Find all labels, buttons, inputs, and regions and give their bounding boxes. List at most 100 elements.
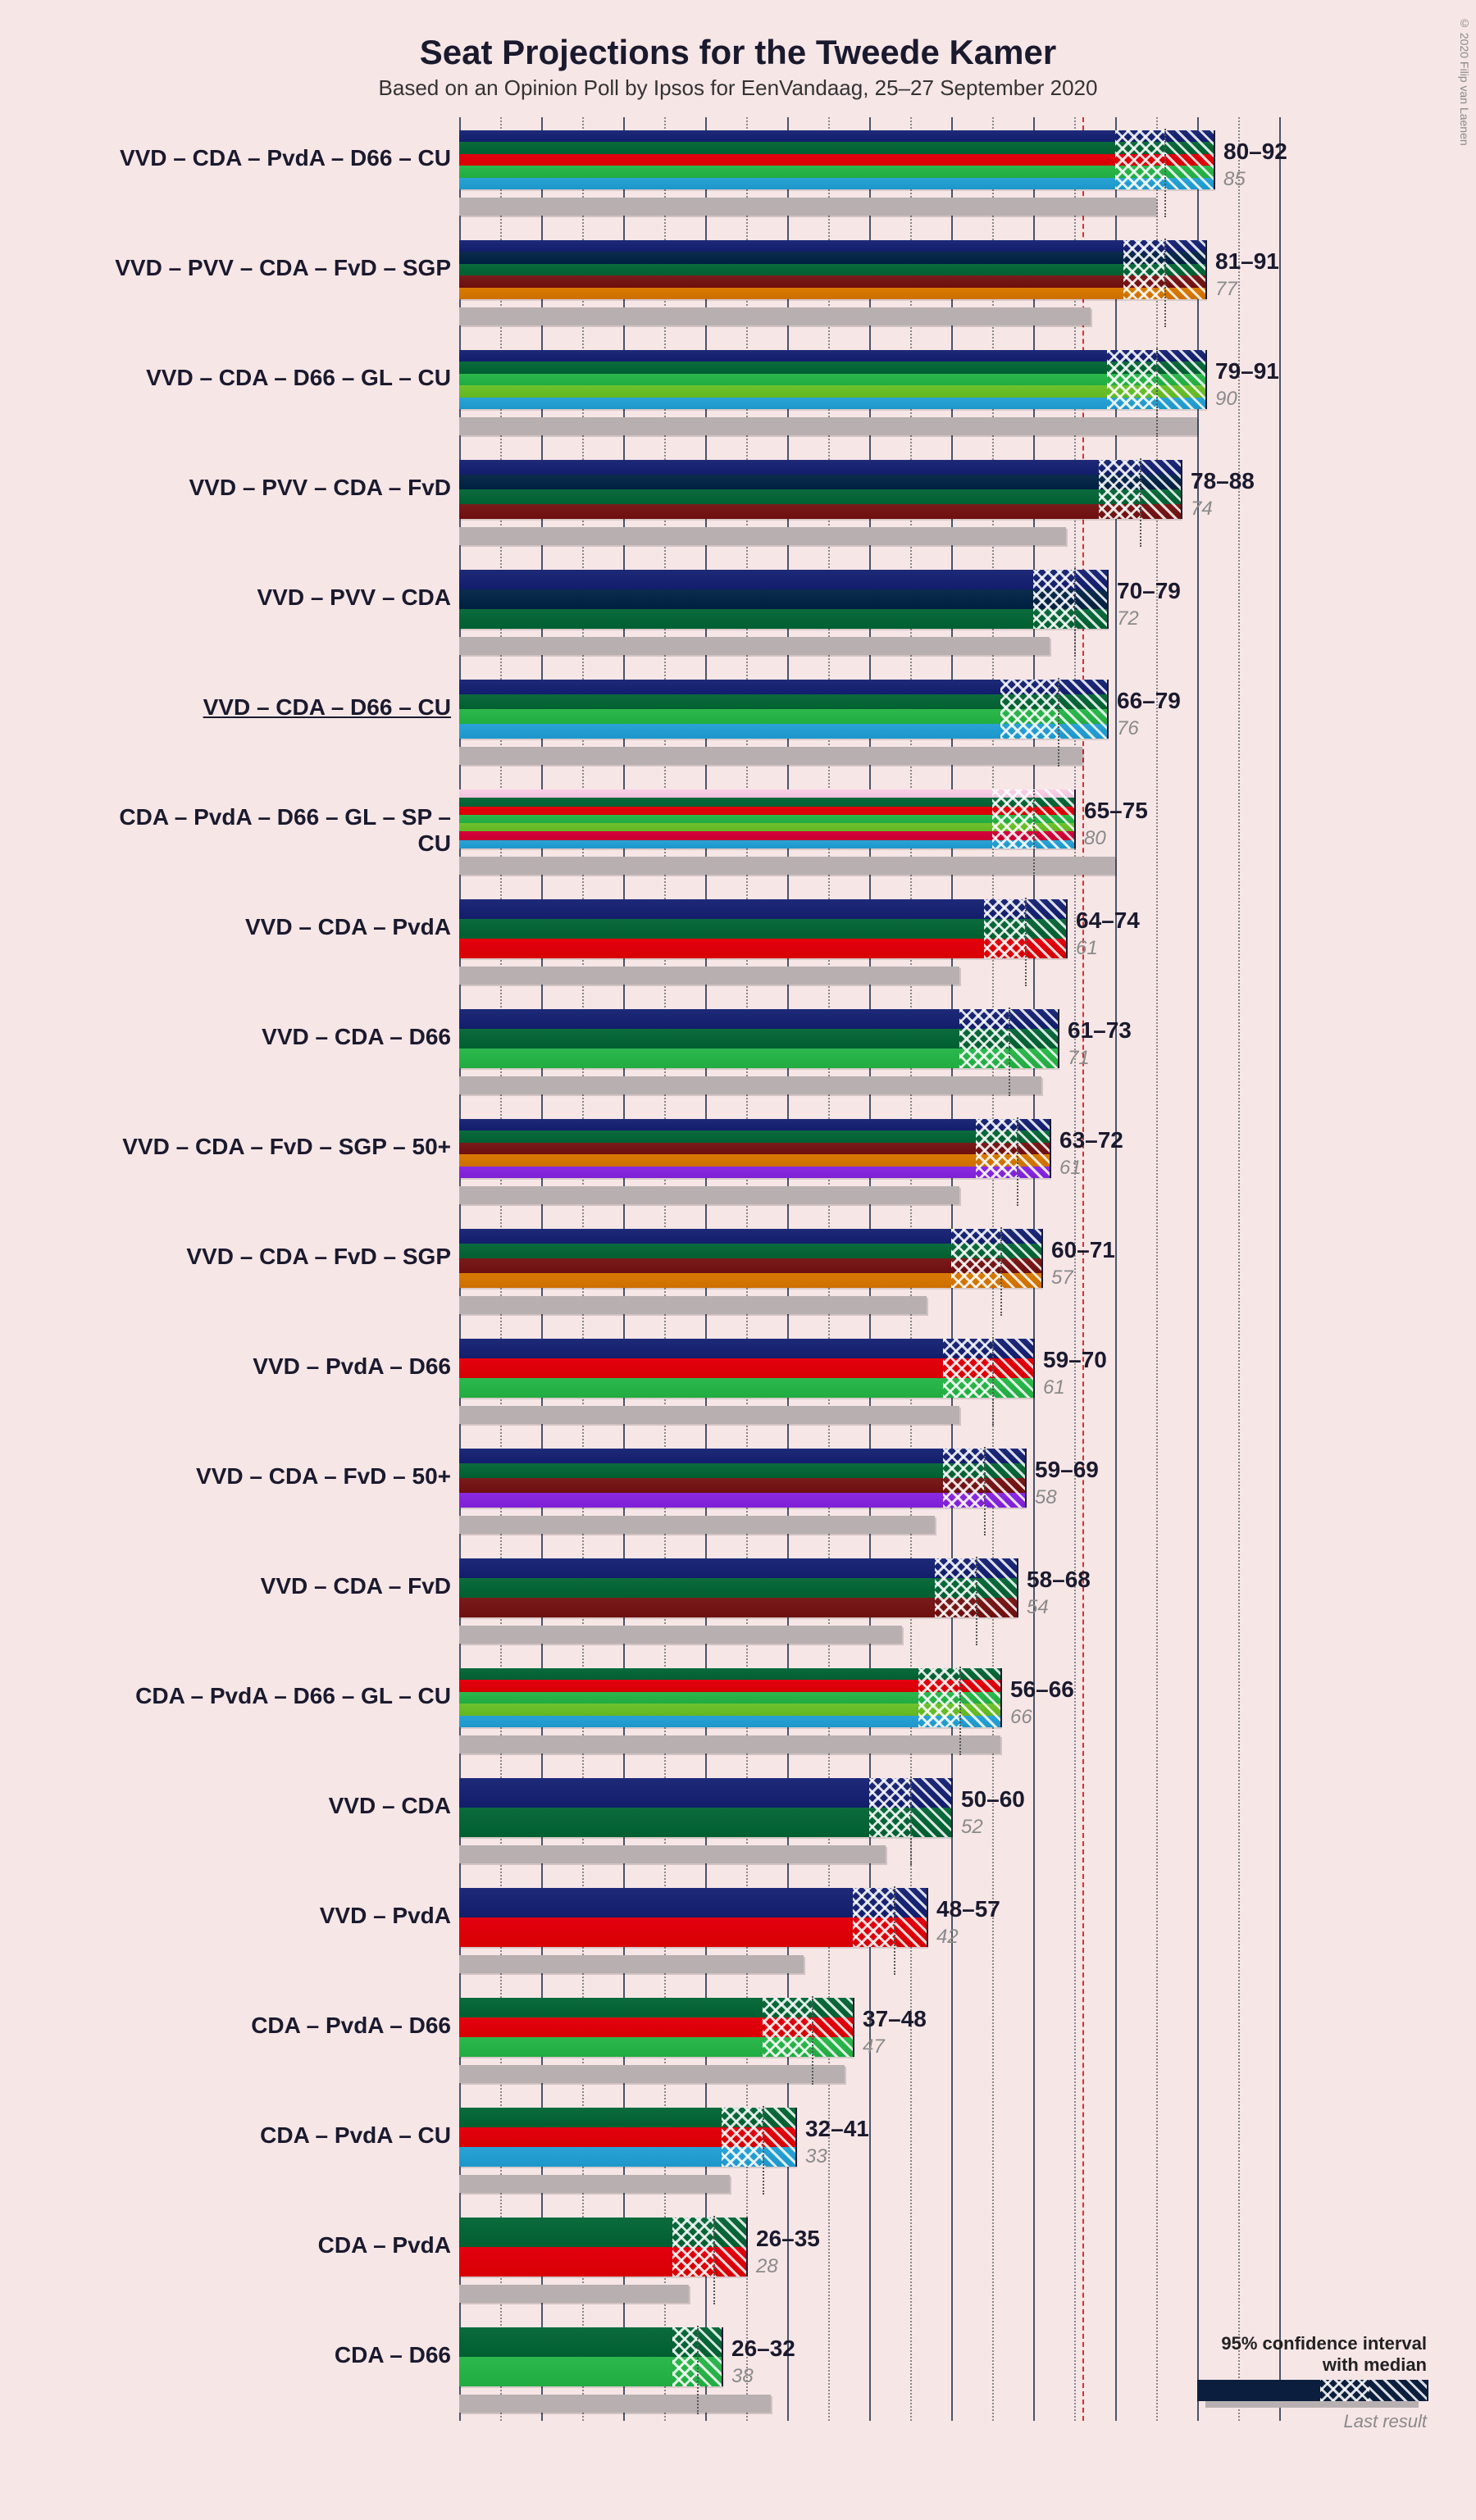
party-stripe [459,1154,1050,1166]
party-stripe [459,1273,1041,1288]
projection-bar [459,1009,1058,1068]
median-tick [1058,678,1059,766]
party-stripe [459,1778,951,1808]
party-stripe [459,1558,1017,1578]
party-stripe [459,1668,1000,1680]
last-result-bar [459,2395,771,2413]
projection-bar [459,1778,951,1837]
coalition-row: VVD – CDA – D66 – CU66–7976 [82,675,1394,765]
coalition-label: VVD – CDA – D66 – CU [82,694,451,721]
coalition-label: CDA – PvdA – D66 [82,2013,451,2039]
party-stripe [459,1716,1000,1727]
party-stripe [459,570,1107,589]
projection-bar [459,460,1181,519]
coalition-label: VVD – CDA – FvD – 50+ [82,1463,451,1490]
party-stripe [459,1598,1017,1617]
party-stripe [459,178,1214,189]
projection-bar [459,1668,1000,1727]
median-tick [1033,788,1035,876]
coalition-label: VVD – PvdA [82,1903,451,1929]
party-stripe [459,609,1107,629]
party-stripe [459,2017,853,2037]
median-tick [1000,1227,1002,1316]
party-stripe [459,1998,853,2017]
party-stripe [459,264,1205,275]
last-result-label: 33 [805,2145,827,2168]
last-result-bar [459,747,1082,765]
bar-area: 32–4133 [459,2103,1279,2193]
party-stripe [459,939,1066,958]
range-label: 59–69 [1035,1457,1099,1483]
legend-swatch [1197,2380,1427,2408]
projection-bar [459,1229,1041,1288]
last-result-label: 76 [1117,717,1139,740]
coalition-row: VVD – CDA – D6661–7371 [82,1004,1394,1094]
projection-bar [459,1119,1050,1178]
last-result-label: 54 [1027,1596,1049,1619]
party-stripe [459,288,1205,299]
last-result-bar [459,1735,1000,1754]
coalition-row: CDA – PvdA – CU 32–4133 [82,2103,1394,2193]
party-stripe [459,130,1214,142]
coalition-label: VVD – CDA – FvD – SGP – 50+ [82,1134,451,1160]
coalition-label: VVD – PvdA – D66 [82,1353,451,1380]
last-result-bar [459,967,959,985]
party-stripe [459,724,1107,739]
bar-area: 65–7580 [459,785,1279,875]
party-stripe [459,807,1074,815]
last-result-bar [459,2175,730,2193]
median-tick [959,1667,961,1755]
bar-area: 56–6666 [459,1663,1279,1754]
party-stripe [459,680,1107,694]
last-result-label: 85 [1223,168,1246,191]
legend-ci-line2: with median [1323,2354,1427,2375]
range-label: 56–66 [1010,1676,1074,1703]
party-stripe [459,1680,1000,1691]
bar-area: 63–7261 [459,1114,1279,1204]
coalition-label: CDA – PvdA – CU [82,2122,451,2149]
median-tick [1164,239,1166,327]
party-stripe [459,1229,1041,1244]
projection-bar [459,2218,746,2277]
coalition-label: VVD – PVV – CDA [82,585,451,611]
party-stripe [459,2247,746,2277]
projection-bar [459,2108,795,2167]
bar-area: 59–7061 [459,1334,1279,1424]
coalition-label: VVD – PVV – CDA – FvD [82,475,451,501]
party-stripe [459,1048,1058,1068]
coalition-label: VVD – CDA – D66 – GL – CU [82,365,451,391]
legend-ci-label: 95% confidence interval with median [1181,2333,1427,2375]
legend: 95% confidence interval with median Last… [1181,2333,1427,2432]
bar-area: 80–9285 [459,125,1279,216]
party-stripe [459,2218,746,2247]
last-result-bar [459,1076,1041,1094]
party-stripe [459,899,1066,919]
party-stripe [459,1258,1041,1273]
median-tick [697,2326,699,2414]
last-result-bar [459,1516,935,1534]
party-stripe [459,1143,1050,1154]
median-tick [812,1996,813,2085]
median-tick [1017,1117,1018,1206]
last-result-label: 58 [1035,1486,1057,1509]
party-stripe [459,1119,1050,1130]
projection-bar [459,240,1205,299]
party-stripe [459,1167,1050,1178]
party-stripe [459,374,1205,385]
party-stripe [459,1009,1058,1029]
coalition-row: VVD – PVV – CDA – FvD – SGP81–9177 [82,235,1394,325]
coalition-row: CDA – PvdA – D66 – GL – CU56–6666 [82,1663,1394,1754]
bar-area: 26–35 28 [459,2213,1279,2303]
range-label: 26–35 [756,2226,820,2252]
bar-area: 70–7972 [459,565,1279,655]
last-result-label: 42 [936,1926,959,1949]
coalition-label: VVD – CDA – D66 [82,1024,451,1050]
coalition-row: VVD – CDA – D66 – GL – CU79–9190 [82,345,1394,435]
coalition-row: VVD – PvdA – D66 59–7061 [82,1334,1394,1424]
party-stripe [459,2037,853,2057]
coalition-row: VVD – PVV – CDA – FvD78–8874 [82,455,1394,545]
last-result-label: 28 [756,2255,778,2278]
party-stripe [459,840,1074,848]
projection-bar [459,130,1214,189]
range-label: 60–71 [1051,1237,1115,1263]
